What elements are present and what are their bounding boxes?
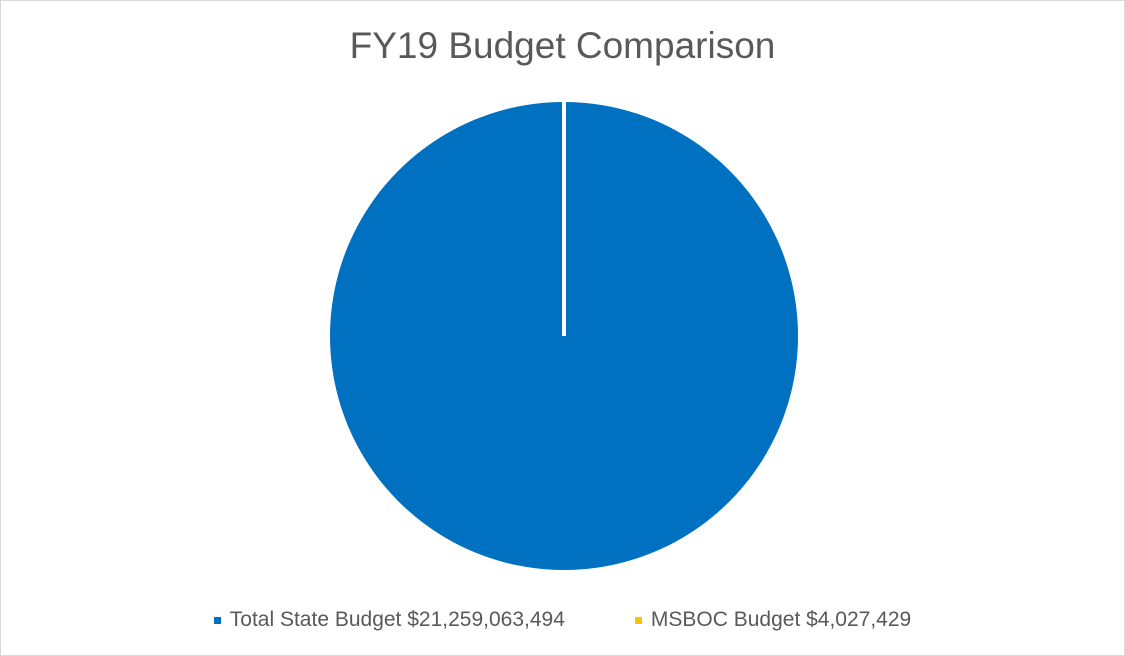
legend-swatch [213,616,221,624]
legend-item-1: MSBOC Budget $4,027,429 [634,608,912,632]
chart-title: FY19 Budget Comparison [349,25,776,66]
legend-item-0: Total State Budget $21,259,063,494 [213,608,565,632]
legend-label: Total State Budget $21,259,063,494 [229,608,565,631]
pie-chart [330,101,799,570]
chart-legend: Total State Budget $21,259,063,494 MSBOC … [1,608,1124,632]
legend-swatch [634,616,642,624]
legend-label: MSBOC Budget $4,027,429 [650,608,912,631]
